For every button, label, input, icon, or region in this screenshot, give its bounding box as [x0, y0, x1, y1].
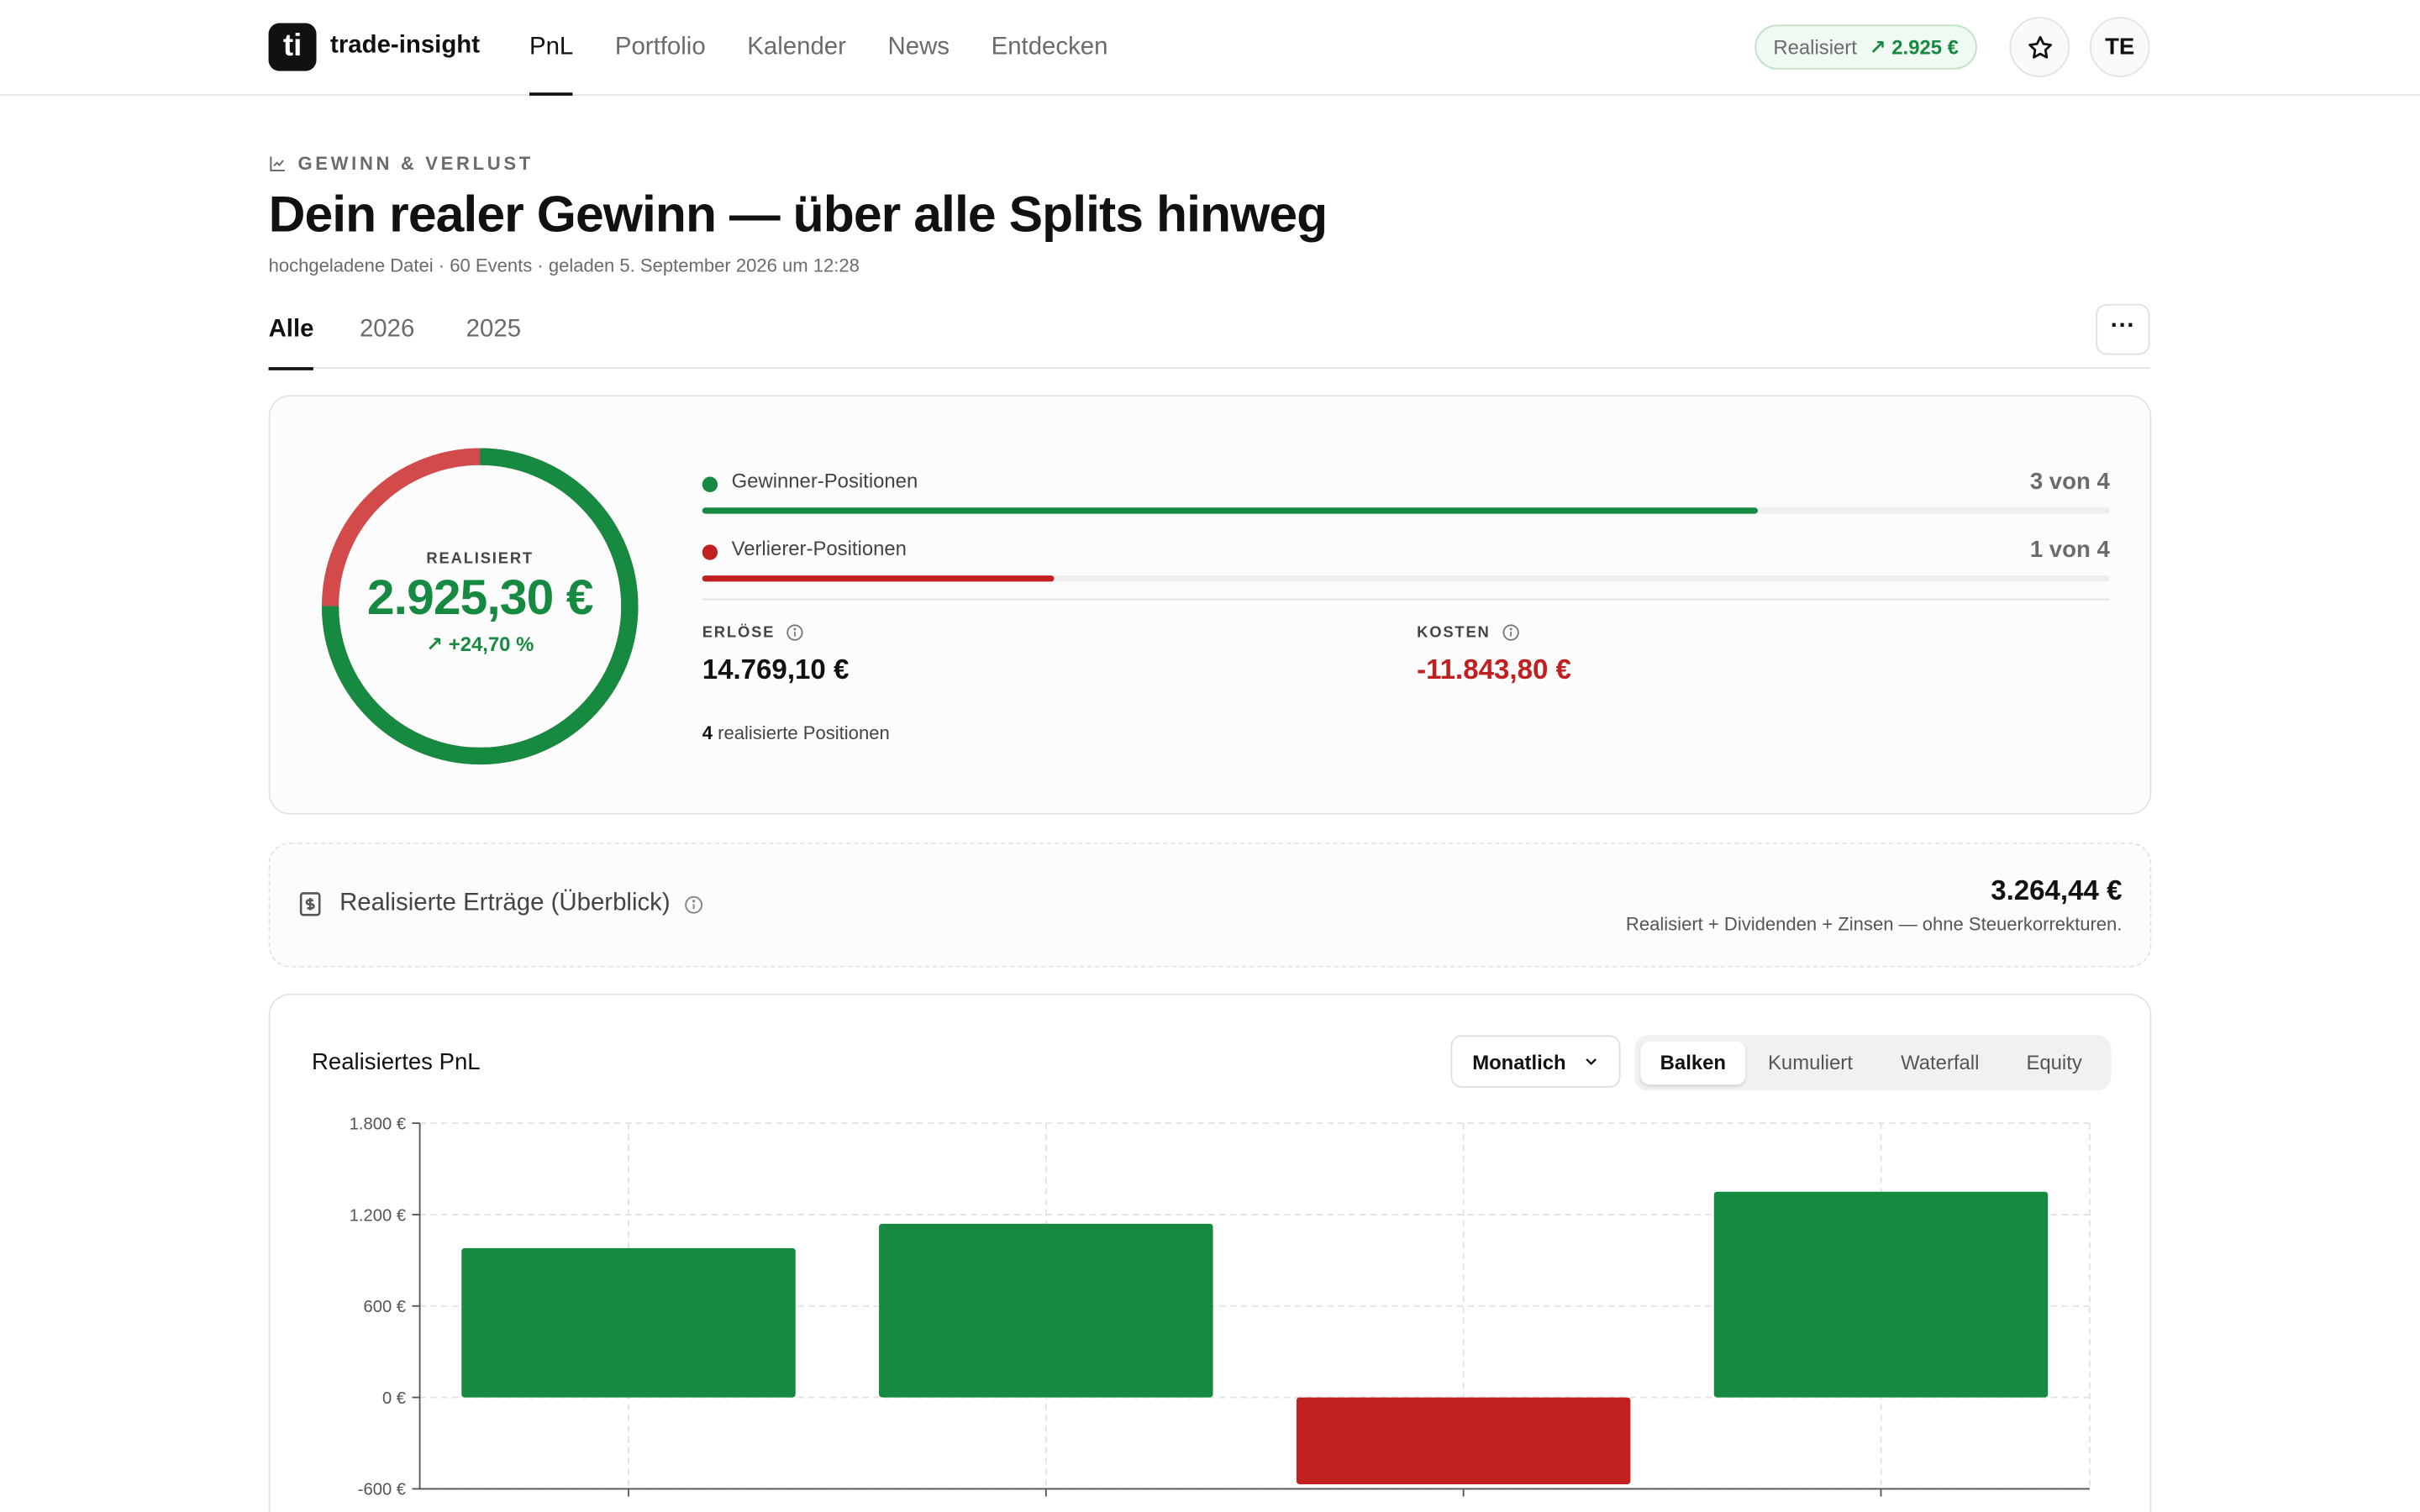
tab-alle[interactable]: Alle [268, 299, 315, 370]
y-tick-label: 0 € [382, 1389, 406, 1408]
brand-logo-icon[interactable]: ti [268, 23, 317, 71]
realized-positions-count: 4 realisierte Positionen [702, 722, 890, 744]
avatar[interactable]: TE [2089, 17, 2150, 77]
loser-progress-track [702, 575, 2110, 582]
receipt-icon [299, 892, 321, 916]
overview-value: 3.264,44 € [1991, 874, 2123, 906]
period-select-value: Monatlich [1472, 1049, 1566, 1074]
chart-line-icon [270, 156, 285, 171]
realized-badge-value-wrap: ↗ 2.925 € [1870, 34, 1959, 59]
positions-count-number: 4 [702, 722, 713, 744]
pnl-bar[interactable] [461, 1247, 796, 1398]
page-title: Dein realer Gewinn — über alle Splits hi… [268, 185, 1328, 243]
brand-name[interactable]: trade-insight [330, 32, 481, 59]
realized-pnl-chart-card: Realisiertes PnL Monatlich Balken Kumuli… [268, 993, 2152, 1512]
y-tick-label: 1.200 € [350, 1206, 406, 1225]
overview-note: Realisiert + Dividenden + Zinsen — ohne … [1625, 913, 2123, 936]
costs-label-text: KOSTEN [1417, 623, 1491, 642]
realized-badge-value: 2.925 € [1891, 34, 1959, 58]
chart-title: Realisiertes PnL [312, 1048, 481, 1076]
winner-progress-track [702, 507, 2110, 514]
info-icon[interactable] [684, 894, 704, 914]
pnl-bar[interactable] [1713, 1191, 2049, 1398]
page-eyebrow: GEWINN & VERLUST [269, 153, 534, 175]
revenue-label-text: ERLÖSE [702, 623, 776, 642]
page-subtitle: hochgeladene Datei · 60 Events · geladen… [268, 255, 860, 276]
winner-progress-fill [702, 507, 1759, 514]
chart-mode-switch: Balken Kumuliert Waterfall Equity [1634, 1035, 2112, 1091]
summary-divider [702, 598, 2110, 601]
realized-income-overview-card: Realisierte Erträge (Überblick) 3.264,44… [268, 842, 2152, 968]
pnl-bar[interactable] [879, 1223, 1213, 1398]
loser-count: 1 von 4 [2029, 537, 2110, 564]
tab-2025[interactable]: 2025 [466, 316, 522, 343]
nav-item-kalender[interactable]: Kalender [747, 34, 846, 60]
mode-kumuliert[interactable]: Kumuliert [1767, 1050, 1853, 1074]
nav-item-pnl[interactable]: PnL [529, 0, 575, 96]
ring-value: 2.925,30 € [366, 569, 594, 625]
positions-count-text: realisierte Positionen [718, 722, 890, 744]
ring-gain-segment [321, 448, 639, 765]
period-select[interactable]: Monatlich [1450, 1035, 1621, 1088]
mode-equity[interactable]: Equity [2026, 1050, 2082, 1074]
info-icon[interactable] [1502, 623, 1520, 642]
overview-label: Realisierte Erträge (Überblick) [339, 890, 704, 918]
realized-badge-label: Realisiert [1773, 35, 1857, 59]
y-tick-label: -600 € [358, 1481, 406, 1499]
mode-waterfall[interactable]: Waterfall [1901, 1050, 1980, 1074]
main-nav: PnL Portfolio Kalender News Entdecken [529, 0, 1150, 96]
arrow-up-right-icon: ↗ [1869, 34, 1886, 58]
pnl-bar-chart: 1.800 € 1.200 € 600 € 0 € -600 € [350, 1115, 2091, 1499]
eyebrow-text: GEWINN & VERLUST [297, 152, 534, 175]
ring-label: REALISIERT [426, 550, 534, 568]
top-navigation-bar: ti trade-insight PnL Portfolio Kalender … [0, 0, 2420, 96]
chevron-down-icon [1585, 1058, 1597, 1066]
favorite-button[interactable] [2009, 17, 2070, 77]
arrow-up-right-icon: ↗ [426, 633, 444, 656]
tab-2026[interactable]: 2026 [359, 316, 415, 343]
realized-ring-chart [321, 448, 639, 765]
pnl-bar[interactable] [1296, 1397, 1631, 1484]
ring-percentage-value: +24,70 % [448, 633, 534, 656]
info-icon[interactable] [786, 623, 804, 642]
costs-value: -11.843,80 € [1417, 654, 1571, 685]
winner-count: 3 von 4 [2029, 469, 2110, 496]
period-tabs: Alle 2026 2025 [268, 299, 2150, 370]
more-options-button[interactable]: ··· [2096, 303, 2150, 355]
costs-label: KOSTEN [1417, 623, 1519, 642]
y-tick-label: 600 € [364, 1298, 407, 1316]
winner-label: Gewinner-Positionen [731, 469, 918, 492]
nav-item-portfolio[interactable]: Portfolio [614, 34, 706, 60]
winner-dot [702, 476, 718, 492]
y-tick-label: 1.800 € [350, 1115, 406, 1133]
loser-progress-fill [702, 575, 1055, 582]
revenue-label: ERLÖSE [702, 623, 804, 642]
nav-item-news[interactable]: News [887, 34, 950, 60]
overview-label-text: Realisierte Erträge (Überblick) [339, 890, 671, 916]
nav-item-entdecken[interactable]: Entdecken [991, 34, 1108, 60]
pnl-summary-card: REALISIERT 2.925,30 € ↗ +24,70 % Gewinne… [268, 395, 2152, 815]
mode-balken[interactable]: Balken [1640, 1041, 1746, 1085]
loser-dot [702, 544, 718, 560]
ring-percentage: ↗ +24,70 % [317, 633, 644, 657]
loser-label: Verlierer-Positionen [731, 537, 907, 560]
star-icon [2028, 34, 2052, 58]
revenue-value: 14.769,10 € [702, 654, 850, 685]
realized-pnl-badge[interactable]: Realisiert ↗ 2.925 € [1754, 24, 1977, 70]
